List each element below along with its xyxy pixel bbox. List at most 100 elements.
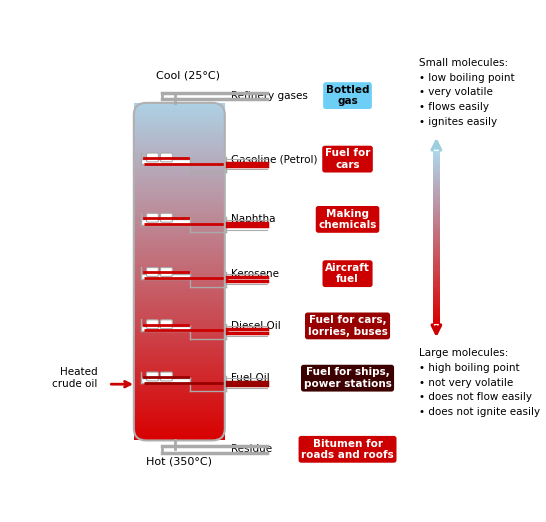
Bar — [134, 419, 225, 420]
Bar — [134, 104, 225, 105]
Bar — [134, 314, 225, 315]
Bar — [432, 318, 440, 319]
FancyBboxPatch shape — [161, 268, 173, 277]
Bar — [134, 202, 225, 203]
Bar — [432, 208, 440, 209]
Bar — [134, 111, 225, 112]
Bar — [134, 213, 225, 214]
Bar — [134, 204, 225, 205]
Bar — [134, 325, 225, 326]
Bar — [134, 371, 225, 372]
Bar — [432, 203, 440, 204]
Text: Small molecules:
• low boiling point
• very volatile
• flows easily
• ignites ea: Small molecules: • low boiling point • v… — [419, 58, 515, 127]
FancyBboxPatch shape — [161, 153, 173, 162]
Bar — [432, 165, 440, 166]
Bar — [432, 282, 440, 283]
Bar — [134, 291, 225, 292]
Bar — [134, 167, 225, 168]
Bar — [432, 194, 440, 195]
Bar — [134, 109, 225, 110]
Bar — [134, 259, 225, 260]
Bar — [134, 186, 225, 187]
Bar — [134, 270, 225, 271]
Bar — [134, 306, 225, 307]
Bar — [432, 323, 440, 324]
Bar — [134, 343, 225, 345]
Bar — [134, 149, 225, 150]
Bar — [432, 199, 440, 200]
Bar — [432, 290, 440, 292]
Bar — [432, 212, 440, 213]
Bar — [134, 237, 225, 238]
Bar — [432, 317, 440, 318]
Bar — [134, 130, 225, 131]
Bar — [432, 284, 440, 286]
FancyBboxPatch shape — [161, 213, 173, 222]
Bar — [432, 305, 440, 306]
Bar — [134, 321, 225, 322]
Bar — [432, 271, 440, 272]
Bar — [134, 425, 225, 426]
Bar — [134, 341, 225, 342]
Bar — [432, 302, 440, 303]
Bar — [134, 211, 225, 212]
Bar — [134, 134, 225, 136]
Bar — [134, 112, 225, 113]
Bar — [134, 239, 225, 240]
Bar — [134, 264, 225, 265]
Bar — [134, 240, 225, 241]
Text: Refinery gases: Refinery gases — [231, 91, 308, 101]
Bar — [134, 192, 225, 193]
Bar — [134, 209, 225, 210]
Bar — [134, 153, 225, 155]
Bar — [432, 257, 440, 258]
Bar — [432, 315, 440, 316]
Bar — [432, 255, 440, 256]
Bar — [134, 234, 225, 235]
Bar — [134, 135, 225, 137]
Bar — [134, 177, 225, 178]
Bar — [134, 340, 225, 341]
Bar — [134, 253, 225, 254]
Bar — [134, 159, 225, 160]
Bar — [134, 430, 225, 432]
Bar — [134, 184, 225, 185]
Text: Residue: Residue — [231, 444, 272, 454]
Bar — [134, 152, 225, 153]
Bar — [134, 273, 225, 274]
Bar — [432, 223, 440, 225]
Bar — [134, 396, 225, 397]
Bar — [432, 242, 440, 243]
Bar — [134, 219, 225, 220]
Bar — [134, 278, 225, 279]
Bar — [134, 292, 225, 293]
Bar — [432, 196, 440, 197]
Bar — [432, 210, 440, 211]
Bar — [432, 238, 440, 239]
Bar — [134, 224, 225, 226]
Bar — [134, 384, 225, 385]
Text: Fuel for
cars: Fuel for cars — [325, 148, 370, 170]
Bar — [134, 401, 225, 402]
Bar — [134, 220, 225, 221]
Bar — [134, 116, 225, 117]
Bar — [432, 228, 440, 230]
Bar — [134, 379, 225, 381]
Bar — [432, 158, 440, 159]
Bar — [432, 256, 440, 257]
Text: Bitumen for
roads and roofs: Bitumen for roads and roofs — [301, 438, 394, 460]
Text: Fuel for cars,
lorries, buses: Fuel for cars, lorries, buses — [307, 315, 388, 337]
Bar — [134, 140, 225, 141]
Bar — [134, 294, 225, 295]
Bar — [134, 382, 225, 383]
Bar — [134, 221, 225, 222]
Bar — [432, 311, 440, 312]
Bar — [432, 286, 440, 287]
Bar — [134, 226, 225, 227]
Bar — [134, 330, 225, 331]
Bar — [134, 394, 225, 396]
Bar — [432, 278, 440, 279]
Bar — [432, 153, 440, 155]
Bar — [432, 267, 440, 269]
Bar — [134, 284, 225, 285]
